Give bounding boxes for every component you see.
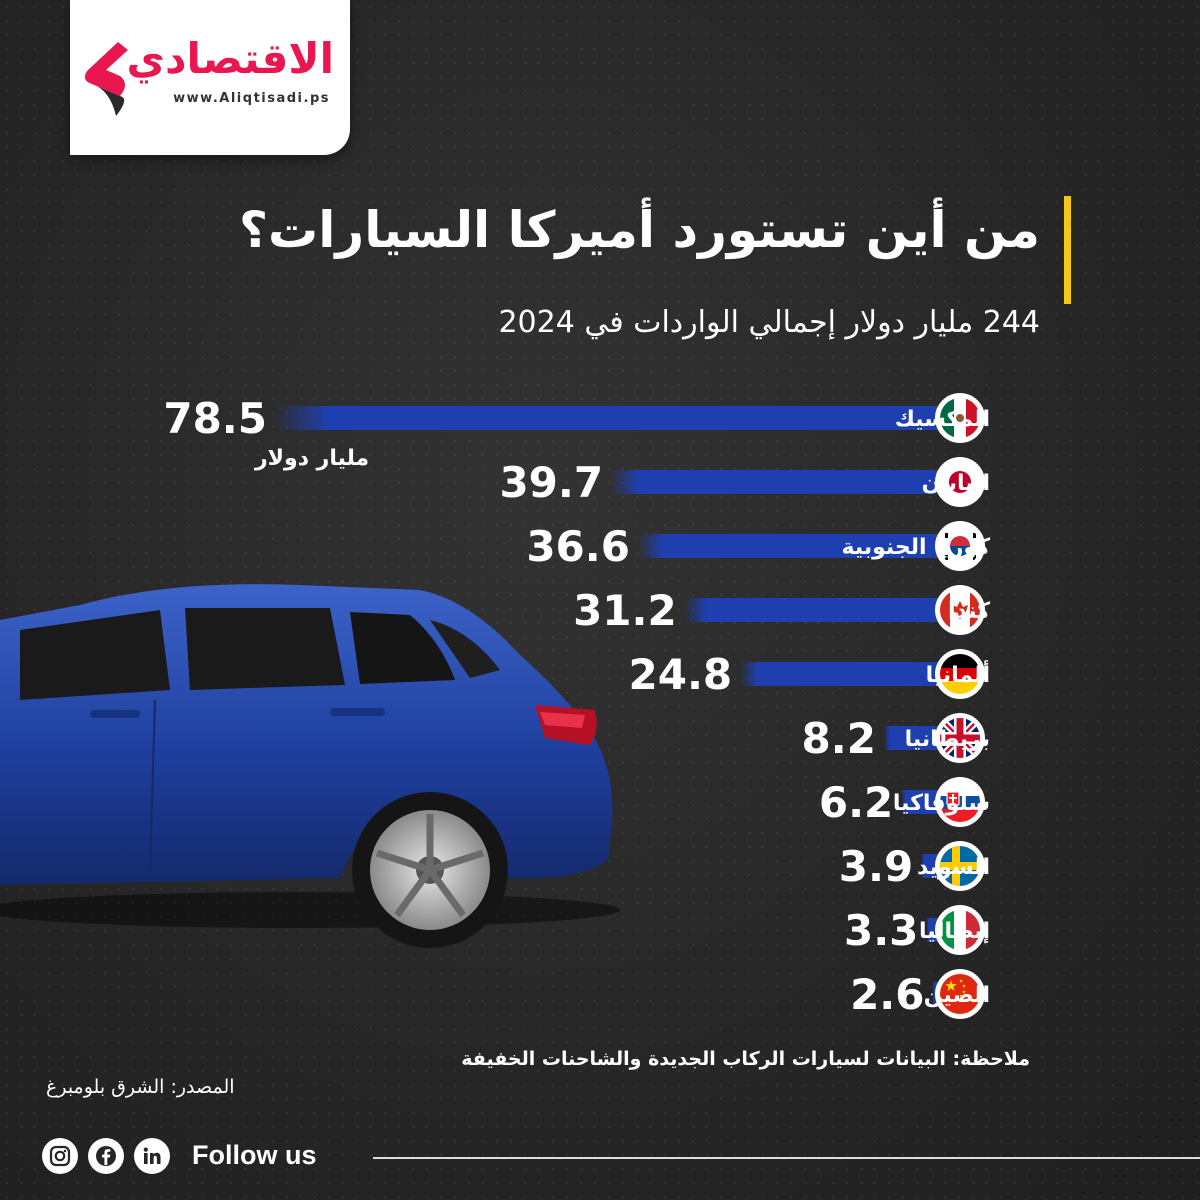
value-label-7: 6.2 xyxy=(819,778,893,827)
chart-note: ملاحظة: البيانات لسيارات الركاب الجديدة … xyxy=(461,1048,1030,1070)
country-label-5: ألمانيا xyxy=(926,659,990,688)
bar-4 xyxy=(684,598,955,622)
value-label-9: 3.3 xyxy=(844,906,918,955)
south-korea-flag-icon xyxy=(940,526,980,566)
china-flag-icon xyxy=(940,974,980,1014)
bar-5 xyxy=(740,662,955,686)
value-label-1: 78.5 xyxy=(163,394,267,443)
page-title: من أين تستورد أميركا السيارات؟ xyxy=(239,201,1040,259)
uk-flag-icon xyxy=(940,718,980,758)
country-label-6: بريطانيا xyxy=(905,727,990,752)
bar-1 xyxy=(275,406,955,430)
country-label-4: كندا xyxy=(948,599,990,624)
unit-label: مليار دولار xyxy=(254,446,369,471)
divider-line xyxy=(373,1157,1200,1159)
source-credit: المصدر: الشرق بلومبرغ xyxy=(46,1076,235,1098)
country-label-1: المكسيك xyxy=(895,407,990,432)
country-label-2: اليابان xyxy=(922,471,990,496)
value-label-8: 3.9 xyxy=(839,842,913,891)
brand-name: الاقتصادي xyxy=(126,34,334,83)
country-label-8: السويد xyxy=(917,855,990,880)
value-label-10: 2.6 xyxy=(850,970,924,1019)
car-illustration xyxy=(0,584,620,948)
brand-logo-card[interactable]: الاقتصادي www.Aliqtisadi.ps xyxy=(70,0,350,155)
slovakia-flag-icon xyxy=(940,782,980,822)
bar-2 xyxy=(611,470,955,494)
italy-flag-icon xyxy=(940,910,980,950)
brand-logo-icon xyxy=(84,42,128,116)
bar-3 xyxy=(637,534,955,558)
country-label-3: كوريا الجنوبية xyxy=(842,535,991,560)
value-label-2: 39.7 xyxy=(499,458,603,507)
page-subtitle: 244 مليار دولار إجمالي الواردات في 2024 xyxy=(498,305,1040,340)
value-label-6: 8.2 xyxy=(802,714,876,763)
country-label-7: سلوفاكيا xyxy=(893,791,990,816)
sweden-flag-icon xyxy=(940,846,980,886)
value-label-3: 36.6 xyxy=(526,522,630,571)
instagram-icon[interactable] xyxy=(42,1138,78,1174)
country-label-9: إيطاليا xyxy=(919,919,990,944)
follow-us-label: Follow us xyxy=(192,1140,317,1170)
linkedin-icon[interactable] xyxy=(134,1138,170,1174)
brand-url[interactable]: www.Aliqtisadi.ps xyxy=(173,91,330,106)
country-label-10: الصين xyxy=(924,983,990,1008)
mexico-flag-icon xyxy=(940,398,980,438)
title-accent-bar xyxy=(1064,196,1071,304)
facebook-icon[interactable] xyxy=(88,1138,124,1174)
social-links xyxy=(42,1138,170,1174)
canada-flag-icon xyxy=(940,590,980,630)
value-label-4: 31.2 xyxy=(573,586,677,635)
japan-flag-icon xyxy=(940,462,980,502)
germany-flag-icon xyxy=(940,654,980,694)
value-label-5: 24.8 xyxy=(629,650,733,699)
